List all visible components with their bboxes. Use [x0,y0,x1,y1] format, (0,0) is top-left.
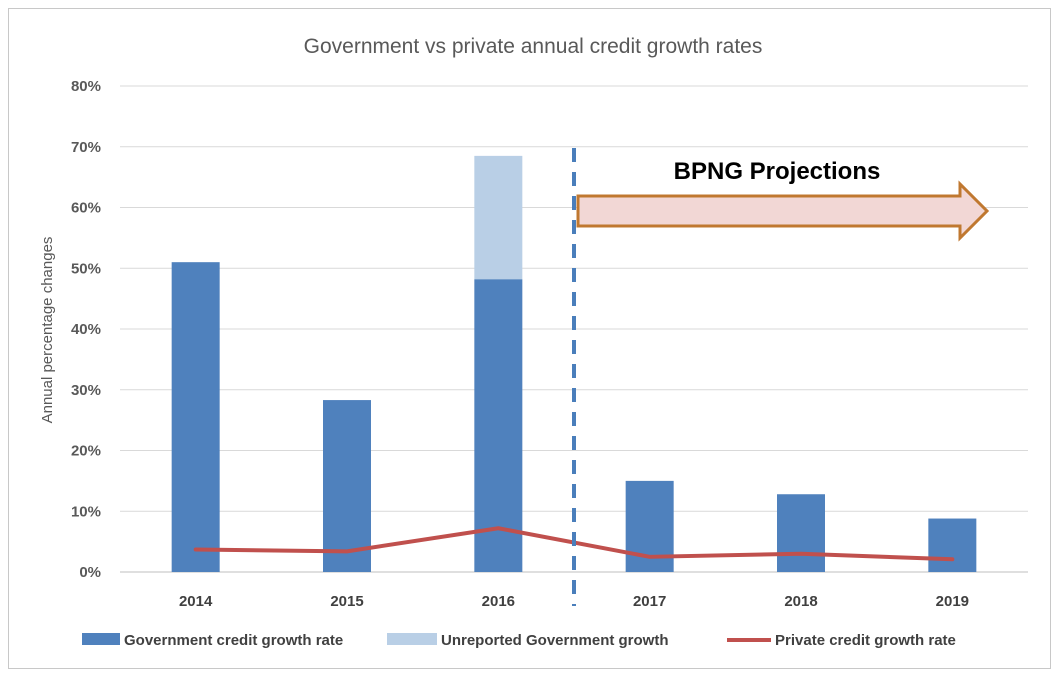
government-bar [928,518,977,572]
x-tick-label: 2018 [784,593,817,610]
chart-title: Government vs private annual credit grow… [304,35,763,58]
legend-swatch [387,633,437,645]
y-tick-label: 20% [71,443,101,460]
y-tick-label: 0% [79,564,101,581]
x-tick-label: 2017 [633,593,666,610]
y-tick-label: 40% [71,321,101,338]
government-bar [171,262,220,572]
government-bar [777,494,825,572]
legend-swatch [82,633,120,645]
y-tick-label: 60% [71,200,101,217]
x-tick-label: 2015 [330,593,363,610]
legend: Government credit growth rate Unreported … [82,632,956,649]
legend-label: Unreported Government growth [441,632,669,649]
y-axis-label: Annual percentage changes [39,237,56,424]
x-tick-label: 2016 [482,593,515,610]
y-tick-label: 70% [71,139,101,156]
x-axis-ticks: 2014 2015 2016 2017 2018 2019 [179,593,969,610]
projection-annotation: BPNG Projections [572,148,990,606]
government-bar [323,400,371,572]
projection-label: BPNG Projections [674,158,881,185]
legend-label: Government credit growth rate [124,632,343,649]
y-tick-label: 50% [71,260,101,277]
x-tick-label: 2019 [936,593,969,610]
projection-arrow [576,180,990,242]
y-tick-label: 30% [71,382,101,399]
legend-label: Private credit growth rate [775,632,956,649]
x-tick-label: 2014 [179,593,213,610]
unreported-bar [474,155,523,280]
y-tick-label: 80% [71,78,101,95]
government-bar [474,279,523,572]
bars [171,155,977,572]
y-axis-ticks: 0% 10% 20% 30% 40% 50% 60% 70% 80% [71,78,101,581]
y-tick-label: 10% [71,503,101,520]
